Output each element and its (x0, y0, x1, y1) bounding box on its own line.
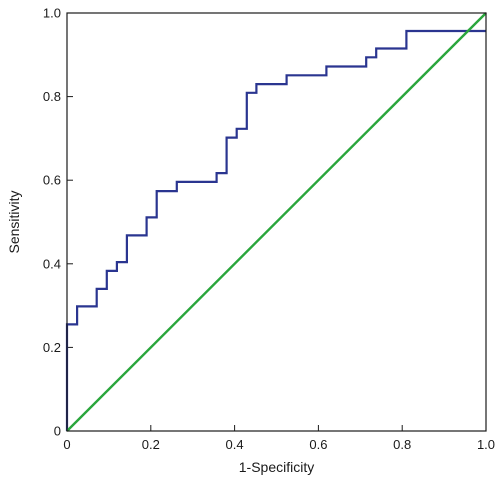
x-tick-label: 1.0 (477, 437, 495, 452)
x-tick-label: 0 (63, 437, 70, 452)
y-tick-label: 0.8 (43, 89, 61, 104)
y-tick-label: 0.6 (43, 173, 61, 188)
y-tick-label: 0.4 (43, 256, 61, 271)
series-layer (65, 12, 487, 432)
y-axis-ticks: 0 0.2 0.4 0.6 0.8 1.0 (43, 6, 73, 439)
plot-frame (66, 12, 487, 432)
x-axis-label: 1-Specificity (239, 459, 314, 475)
y-axis-label: Sensitivity (6, 190, 22, 253)
y-tick-label: 0 (54, 424, 61, 439)
reference-diagonal-line (66, 12, 487, 432)
x-tick-label: 0.4 (226, 437, 244, 452)
y-tick-label: 0.2 (43, 340, 61, 355)
x-tick-label: 0.2 (142, 437, 160, 452)
x-tick-label: 0.8 (393, 437, 411, 452)
x-axis-ticks: 0 0.2 0.4 0.6 0.8 1.0 (63, 425, 495, 452)
y-tick-label: 1.0 (43, 6, 61, 21)
x-tick-label: 0.6 (309, 437, 327, 452)
roc-curve-line (65, 29, 486, 431)
